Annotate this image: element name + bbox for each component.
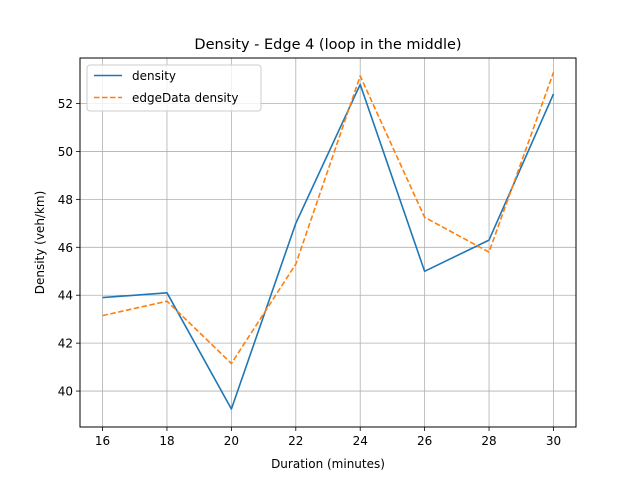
x-tick-label: 30 <box>546 434 561 448</box>
y-tick-label: 46 <box>58 241 73 255</box>
y-tick-label: 40 <box>58 385 73 399</box>
chart-title: Density - Edge 4 (loop in the middle) <box>194 37 461 53</box>
legend-box <box>86 64 262 112</box>
x-tick-label: 16 <box>95 434 110 448</box>
x-tick-label: 18 <box>159 434 174 448</box>
x-tick-label: 22 <box>288 434 303 448</box>
x-tick-label: 28 <box>481 434 496 448</box>
y-tick-label: 48 <box>58 193 73 207</box>
y-axis-ticks: 40 42 44 46 48 50 52 <box>58 97 80 399</box>
x-tick-label: 26 <box>417 434 432 448</box>
grid-lines <box>80 58 576 427</box>
y-tick-label: 52 <box>58 97 73 111</box>
y-tick-label: 50 <box>58 145 73 159</box>
series-lines <box>102 72 555 410</box>
plot-frame <box>79 57 577 428</box>
x-axis-label: Duration (minutes) <box>271 457 385 471</box>
y-axis-label: Density (veh/km) <box>33 191 47 295</box>
legend-label-density: density <box>132 69 176 83</box>
x-tick-label: 20 <box>224 434 239 448</box>
x-axis-ticks: 16 18 20 22 24 26 28 30 <box>95 427 561 448</box>
series-line-edgedata-density <box>102 72 555 365</box>
legend: density edgeData density <box>86 64 262 112</box>
x-tick-label: 24 <box>353 434 368 448</box>
y-tick-label: 42 <box>58 337 73 351</box>
legend-label-edgedata-density: edgeData density <box>132 91 238 105</box>
y-tick-label: 44 <box>58 289 73 303</box>
